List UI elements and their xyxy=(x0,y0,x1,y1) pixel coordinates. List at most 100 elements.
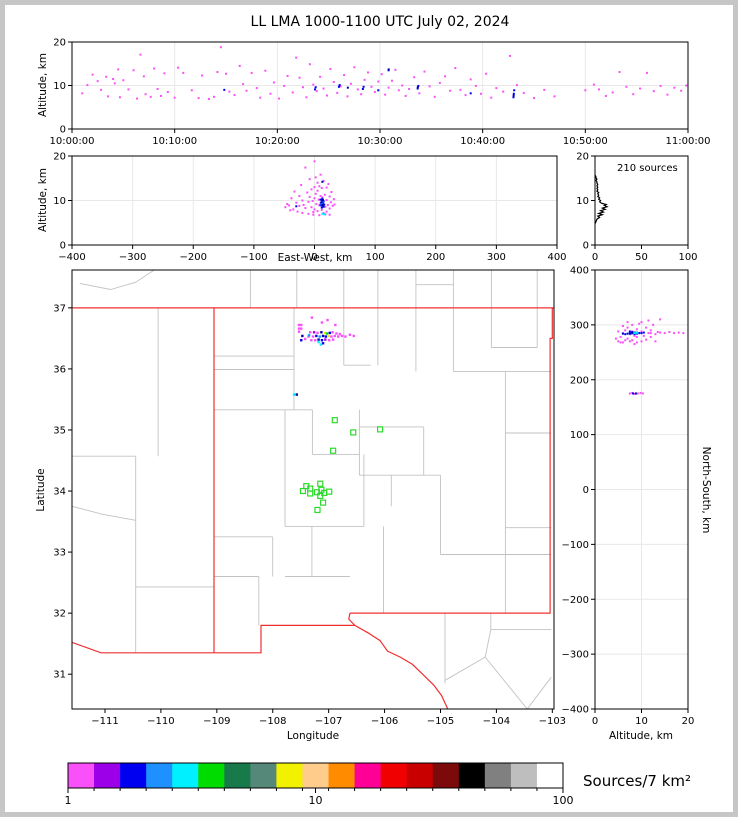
data-point xyxy=(666,93,669,96)
data-point xyxy=(625,85,628,88)
data-point xyxy=(321,196,324,199)
data-point xyxy=(139,53,142,56)
data-point xyxy=(295,56,298,59)
panel-frame xyxy=(594,269,689,710)
data-point xyxy=(313,88,316,91)
data-point xyxy=(308,63,311,66)
colorbar-segment xyxy=(146,763,173,788)
data-point xyxy=(673,86,676,89)
x-tick-label: −300 xyxy=(119,252,146,263)
colorbar-segment xyxy=(302,763,330,788)
y-tick-label: −400 xyxy=(562,705,589,716)
x-tick-label: −110 xyxy=(147,716,174,727)
data-point xyxy=(680,89,683,92)
data-point xyxy=(264,69,267,72)
data-point xyxy=(127,88,130,91)
data-point xyxy=(485,72,488,75)
data-point xyxy=(190,89,193,92)
colorbar-segment xyxy=(432,763,460,788)
y-tick-label: 10 xyxy=(53,81,66,92)
data-point xyxy=(673,332,676,335)
lma-station-marker xyxy=(319,499,327,506)
lma-station-marker xyxy=(317,492,324,500)
data-point xyxy=(387,68,390,71)
data-point xyxy=(626,332,629,335)
y-tick-label: 20 xyxy=(53,38,66,49)
data-point xyxy=(352,334,356,338)
data-point xyxy=(404,94,407,97)
x-tick-label: −200 xyxy=(180,252,207,263)
data-point xyxy=(300,323,303,327)
data-point xyxy=(328,207,331,210)
ns-height-ylabel: North-South, km xyxy=(700,447,712,534)
data-point xyxy=(304,207,307,210)
data-point xyxy=(312,213,315,216)
data-point xyxy=(626,326,629,329)
data-point xyxy=(621,324,624,327)
data-point xyxy=(638,322,641,325)
lma-figure: LL LMA 1000-1100 UTC July 02, 2024 10:00… xyxy=(35,14,712,807)
data-point xyxy=(332,198,335,201)
data-point xyxy=(321,180,324,183)
data-point xyxy=(309,331,312,334)
data-point xyxy=(313,186,316,189)
data-point xyxy=(322,87,325,90)
data-point xyxy=(91,73,94,76)
data-point xyxy=(286,74,289,77)
data-point xyxy=(289,209,292,212)
data-point xyxy=(314,86,317,89)
data-point xyxy=(327,334,330,338)
y-tick-label: 0 xyxy=(60,241,66,252)
x-tick-label: 100 xyxy=(678,252,697,263)
y-tick-label: 200 xyxy=(570,375,589,386)
data-point xyxy=(416,87,419,90)
colorbar-segment xyxy=(354,763,382,788)
data-point xyxy=(433,95,436,98)
x-tick-label: 10:20:00 xyxy=(255,136,300,147)
colorbar-label: Sources/7 km² xyxy=(583,772,691,790)
data-point xyxy=(136,97,139,100)
x-tick-label: −111 xyxy=(91,716,118,727)
data-point xyxy=(233,94,236,97)
data-point xyxy=(636,392,639,395)
data-point xyxy=(122,79,125,82)
data-point xyxy=(329,201,332,204)
x-tick-label: 11:00:00 xyxy=(666,136,711,147)
colorbar-segment xyxy=(94,763,121,788)
data-point xyxy=(346,86,349,89)
data-point xyxy=(344,335,347,338)
data-point xyxy=(142,75,145,78)
data-point xyxy=(207,97,210,100)
panel-time-height: 10:00:00 10:10:00 10:20:00 10:30:00 10:40:00… xyxy=(50,38,711,148)
data-point xyxy=(245,89,248,92)
y-tick-label: 300 xyxy=(570,320,589,331)
data-point xyxy=(149,95,152,98)
x-tick-label: 10:00:00 xyxy=(50,136,95,147)
x-tick-label: 400 xyxy=(547,252,566,263)
data-point xyxy=(628,392,631,395)
data-point xyxy=(553,95,556,98)
data-point xyxy=(314,176,317,179)
y-tick-label: 0 xyxy=(583,485,589,496)
data-point xyxy=(377,80,380,83)
y-tick-label: 20 xyxy=(576,152,589,163)
y-tick-label: 0 xyxy=(583,241,589,252)
panel-ns-height: 0 10 20 −400 −300 −200 −100 0 100 200 300 400 xyxy=(562,266,695,728)
colorbar-segment xyxy=(484,763,512,788)
data-point xyxy=(343,74,346,77)
data-point xyxy=(335,332,338,335)
data-point xyxy=(331,204,334,207)
data-point xyxy=(286,203,289,206)
data-point xyxy=(318,204,321,207)
data-point xyxy=(632,93,635,96)
data-point xyxy=(113,82,116,85)
data-point xyxy=(543,88,546,91)
data-point xyxy=(685,84,688,87)
data-point xyxy=(272,81,275,84)
data-point xyxy=(333,334,337,338)
data-point xyxy=(634,392,637,395)
data-point xyxy=(645,338,648,341)
data-point xyxy=(628,332,631,335)
x-tick-label: 0 xyxy=(592,716,598,727)
data-point xyxy=(316,189,319,192)
